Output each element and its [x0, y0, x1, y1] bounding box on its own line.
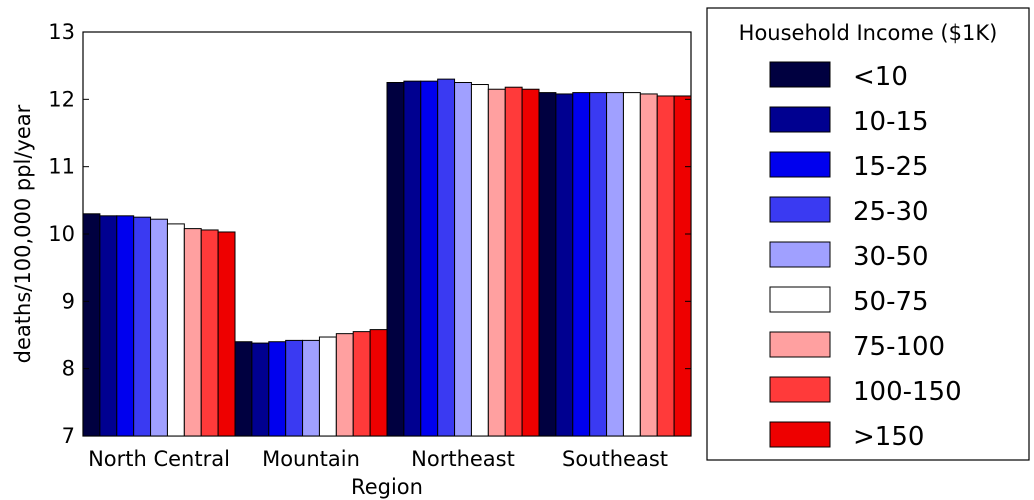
- bar-mountain-series-6: [335, 333, 354, 437]
- legend-label: <10: [853, 62, 908, 92]
- bar-mountain-series-1: [251, 342, 270, 437]
- bars-group: [82, 78, 692, 437]
- legend-label: 75-100: [853, 332, 945, 362]
- y-tick-label: 13: [48, 20, 75, 44]
- bar-north-central-series-8: [217, 231, 236, 437]
- x-axis: North Central Mountain Northeast Southeast: [88, 447, 668, 471]
- bar-southeast-series-3: [589, 92, 608, 437]
- legend-swatch: [769, 61, 831, 88]
- bar-mountain-series-4: [302, 339, 320, 437]
- bar-north-central-series-1: [99, 215, 118, 437]
- bar-northeast-series-4: [454, 82, 472, 437]
- legend-swatch: [769, 421, 831, 448]
- bar-mountain-series-3: [285, 339, 304, 437]
- x-tick-label: Southeast: [562, 447, 668, 471]
- bar-southeast-series-8: [673, 95, 692, 437]
- bar-southeast-series-7: [656, 95, 675, 437]
- y-tick-label: 10: [48, 222, 75, 246]
- y-tick-label: 7: [62, 424, 75, 448]
- y-tick-label: 8: [62, 357, 75, 381]
- legend-label: 100-150: [853, 377, 962, 407]
- bar-north-central-series-4: [150, 218, 168, 437]
- legend-title: Household Income ($1K): [739, 21, 998, 45]
- bar-north-central-series-7: [200, 229, 219, 437]
- bar-southeast-series-0: [538, 92, 557, 437]
- bar-southeast-series-6: [639, 93, 658, 437]
- bar-north-central-series-3: [133, 216, 152, 437]
- bar-southeast-series-1: [555, 93, 574, 437]
- bar-southeast-series-2: [572, 92, 591, 437]
- bar-northeast-series-5: [470, 84, 489, 437]
- bar-north-central-series-6: [183, 228, 202, 437]
- y-tick-label: 12: [48, 87, 75, 111]
- bar-north-central-series-2: [116, 215, 135, 437]
- legend-swatch: [769, 286, 831, 313]
- legend-frame: [706, 7, 1030, 461]
- bar-mountain-series-2: [268, 341, 287, 437]
- legend-items: <10 10-15 15-25 25-30 30-50 50-75 75-100 100-15…: [769, 61, 962, 452]
- bar-northeast-series-3: [437, 78, 456, 437]
- legend-swatch: [769, 196, 831, 223]
- x-tick-label: Northeast: [411, 447, 515, 471]
- y-tick-label: 11: [48, 155, 75, 179]
- bar-southeast-series-5: [622, 92, 641, 437]
- legend-swatch: [769, 151, 831, 178]
- bar-northeast-series-6: [487, 88, 506, 437]
- bar-northeast-series-8: [521, 88, 540, 437]
- bar-northeast-series-0: [386, 82, 405, 437]
- legend-label: 30-50: [853, 242, 929, 272]
- bar-northeast-series-7: [504, 86, 523, 437]
- y-axis: 7 8 9 10 11 12 13: [48, 20, 691, 448]
- legend-swatch: [769, 106, 831, 133]
- bar-southeast-series-4: [606, 92, 624, 437]
- legend: Household Income ($1K) <10 10-15 15-25 25-3…: [706, 7, 1030, 461]
- legend-label: 10-15: [853, 107, 929, 137]
- bar-mountain-series-5: [318, 336, 337, 437]
- bar-northeast-series-2: [420, 80, 439, 437]
- bar-north-central-series-5: [166, 223, 185, 437]
- y-tick-label: 9: [62, 289, 75, 313]
- bar-mountain-series-8: [369, 329, 388, 437]
- bar-mountain-series-0: [234, 341, 253, 437]
- x-tick-label: North Central: [88, 447, 230, 471]
- legend-swatch: [769, 331, 831, 358]
- legend-swatch: [769, 376, 831, 403]
- legend-label: 15-25: [853, 152, 929, 182]
- legend-label: 50-75: [853, 287, 929, 317]
- legend-swatch: [769, 241, 831, 268]
- y-axis-title: deaths/100,000 ppl/year: [11, 104, 35, 363]
- x-tick-label: Mountain: [262, 447, 360, 471]
- legend-label: 25-30: [853, 197, 929, 227]
- x-axis-title: Region: [351, 475, 423, 499]
- plot-area: 7 8 9 10 11 12 13 North Central Mountain Northea…: [48, 20, 692, 471]
- bar-northeast-series-1: [403, 80, 422, 437]
- bar-north-central-series-0: [82, 213, 101, 437]
- legend-label: >150: [853, 422, 924, 452]
- bar-mountain-series-7: [352, 331, 371, 437]
